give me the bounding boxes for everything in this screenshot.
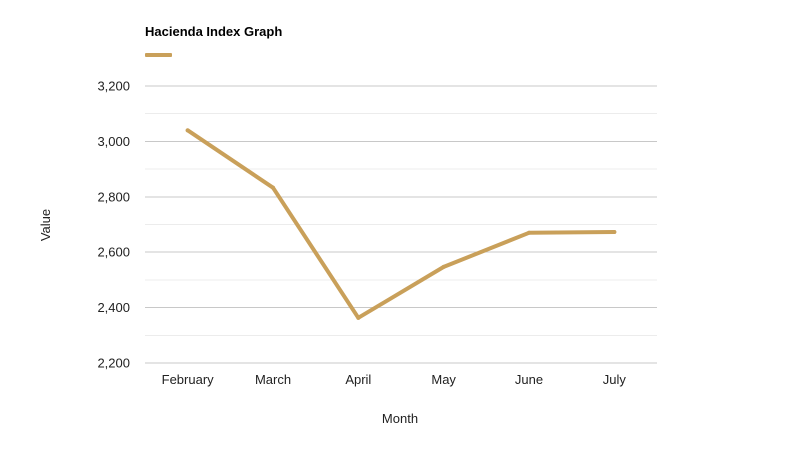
grid-lines [145, 85, 657, 364]
x-tick-label: March [255, 372, 291, 387]
x-tick-label: February [162, 372, 215, 387]
y-tick-label: 2,400 [97, 300, 130, 315]
chart-title: Hacienda Index Graph [145, 24, 283, 39]
y-tick-label: 2,200 [97, 356, 130, 371]
y-tick-label: 2,800 [97, 189, 130, 204]
x-tick-label: July [603, 372, 627, 387]
x-tick-label: May [431, 372, 456, 387]
data-point [356, 315, 361, 320]
x-tick-label: April [345, 372, 371, 387]
legend-swatch [145, 53, 172, 57]
x-tick-label: June [515, 372, 543, 387]
y-tick-label: 2,600 [97, 245, 130, 260]
series-lines [185, 128, 617, 320]
data-point [185, 128, 190, 133]
series-line [185, 128, 617, 320]
y-tick-label: 3,000 [97, 134, 130, 149]
data-point [271, 185, 275, 190]
x-tick-labels: February March April May June July [162, 372, 627, 387]
y-tick-labels: 2,200 2,400 2,600 2,800 3,000 3,200 [97, 79, 130, 371]
x-axis-title: Month [382, 411, 418, 426]
data-point [612, 229, 617, 234]
y-axis-title: Value [38, 209, 53, 241]
y-tick-label: 3,200 [97, 79, 130, 94]
data-point [441, 264, 446, 269]
data-point [527, 230, 531, 235]
